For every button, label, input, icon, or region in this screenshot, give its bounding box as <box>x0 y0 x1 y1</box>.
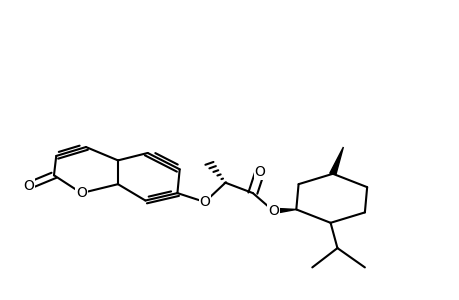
Text: O: O <box>254 165 264 179</box>
Polygon shape <box>273 208 296 214</box>
Polygon shape <box>329 147 343 174</box>
Text: O: O <box>23 179 34 193</box>
Text: O: O <box>268 204 278 218</box>
Text: O: O <box>199 195 210 209</box>
Text: O: O <box>76 186 87 200</box>
